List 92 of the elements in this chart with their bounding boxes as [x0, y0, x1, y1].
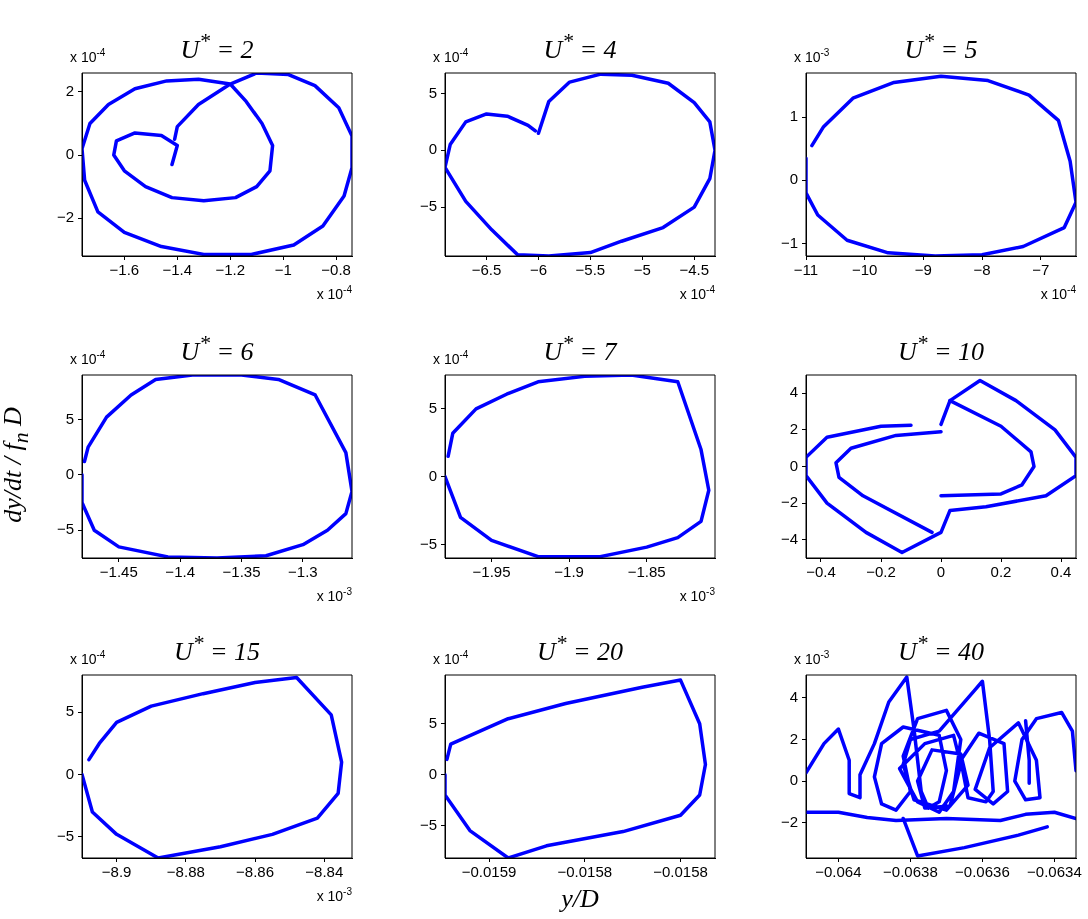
x-tick-label: −0.0158: [557, 863, 613, 881]
y-tick-label: 2: [65, 82, 74, 100]
x-tick-label: 0.2: [990, 563, 1012, 581]
y-tick-label: 2: [789, 420, 798, 438]
y-tick-label: −5: [419, 534, 437, 552]
y-tick-label: 0: [789, 771, 798, 789]
y-tick-label: 5: [428, 83, 437, 101]
chart-title: U$^{*}$ = 2: [180, 29, 254, 64]
y-tick-label: −4: [780, 529, 798, 547]
x-tick-label: −8.86: [236, 863, 275, 881]
text: x 10$^{-3}$: [316, 885, 352, 904]
chart-title: U$^{*}$ = 40: [897, 631, 985, 666]
x-tick-label: −5: [633, 261, 651, 279]
x-tick-label: 0: [936, 563, 946, 581]
y-tick-label: 5: [428, 713, 437, 731]
x-tick-label: −0.0159: [461, 863, 517, 881]
y-tick-label: −2: [56, 208, 74, 226]
x-tick-label: −1.3: [288, 563, 318, 581]
y-tick-label: 0: [428, 466, 437, 484]
x-tick-label: −1.95: [472, 563, 511, 581]
x-tick-label: −0.0636: [955, 863, 1010, 881]
x-tick-label: −1.45: [99, 563, 138, 581]
y-tick-label: −1: [780, 233, 798, 251]
y-tick-label: 0: [65, 764, 74, 782]
text: x 10$^{-3}$: [794, 46, 830, 65]
y-tick-label: −5: [419, 197, 437, 215]
text: x 10$^{-3}$: [794, 648, 830, 667]
x-tick-label: −0.064: [815, 863, 862, 881]
x-tick-label: −9: [914, 261, 932, 279]
text: x 10$^{-3}$: [679, 585, 715, 604]
x-tick-label: −0.0638: [883, 863, 938, 881]
x-tick-label: −1.4: [162, 261, 193, 279]
y-tick-label: 4: [789, 688, 798, 706]
x-tick-label: −0.0634: [1027, 863, 1082, 881]
x-tick-label: −1.2: [215, 261, 246, 279]
text: x 10$^{-4}$: [433, 46, 469, 65]
x-tick-label: −0.4: [806, 563, 836, 581]
x-tick-label: −11: [793, 261, 819, 279]
y-tick-label: −5: [419, 815, 437, 833]
text: x 10$^{-4}$: [433, 348, 469, 367]
x-tick-label: −0.2: [866, 563, 896, 581]
x-tick-label: −7: [1032, 261, 1050, 279]
chart-title: U$^{*}$ = 10: [896, 330, 986, 368]
x-tick-label: −10: [851, 261, 878, 279]
y-tick-label: −5: [56, 520, 74, 538]
x-tick-label: −4.5: [679, 261, 710, 279]
text: x 10$^{-4}$: [70, 46, 106, 65]
y-tick-label: −2: [780, 812, 798, 830]
x-tick-label: −1.4: [165, 563, 195, 581]
y-tick-label: 1: [789, 107, 798, 125]
y-tick-label: 2: [789, 729, 798, 747]
text: x 10$^{-4}$: [70, 648, 106, 667]
y-tick-label: 5: [65, 409, 74, 427]
y-tick-label: 5: [65, 702, 74, 720]
x-tick-label: −1: [274, 261, 292, 279]
x-tick-label: −0.8: [321, 261, 351, 279]
text: x 10$^{-4}$: [433, 648, 469, 667]
x-tick-label: 0.4: [1050, 563, 1072, 581]
x-tick-label: −1.85: [627, 563, 666, 581]
text: x 10$^{-4}$: [70, 348, 106, 367]
y-tick-label: 0: [789, 456, 798, 474]
x-tick-label: −1.9: [554, 563, 584, 581]
chart-title: U$^{*}$ = 6: [180, 331, 254, 366]
chart-title: U$^{*}$ = 20: [536, 631, 624, 666]
x-tick-label: −8.9: [101, 863, 132, 881]
x-tick-label: −8.84: [305, 863, 344, 881]
x-tick-label: −5.5: [575, 261, 606, 279]
y-tick-label: 0: [65, 145, 74, 163]
text: x 10$^{-4}$: [316, 283, 352, 302]
x-tick-label: −0.0158: [653, 863, 708, 881]
y-tick-label: 0: [65, 464, 74, 482]
y-tick-label: 5: [428, 399, 437, 417]
y-tick-label: 0: [428, 764, 437, 782]
y-tick-label: 0: [789, 170, 798, 188]
chart-title: U$^{*}$ = 7: [543, 331, 617, 366]
chart-title: U$^{*}$ = 4: [543, 29, 617, 64]
y-tick-label: −2: [780, 493, 798, 511]
x-tick-label: −8: [973, 261, 991, 279]
x-tick-label: −1.35: [222, 563, 261, 581]
x-axis-title: y/D: [558, 884, 600, 914]
text: x 10$^{-3}$: [316, 585, 352, 604]
y-tick-label: 4: [789, 383, 798, 401]
x-tick-label: −8.88: [166, 863, 205, 881]
y-tick-label: 0: [428, 140, 437, 158]
x-tick-label: −6: [529, 261, 548, 279]
text: x 10$^{-4}$: [1040, 283, 1076, 302]
chart-title: U$^{*}$ = 15: [173, 631, 261, 666]
y-tick-label: −5: [56, 826, 74, 844]
chart-title: U$^{*}$ = 5: [904, 29, 978, 64]
x-tick-label: −6.5: [471, 261, 502, 279]
x-tick-label: −1.6: [109, 261, 140, 279]
text: x 10$^{-4}$: [679, 283, 715, 302]
